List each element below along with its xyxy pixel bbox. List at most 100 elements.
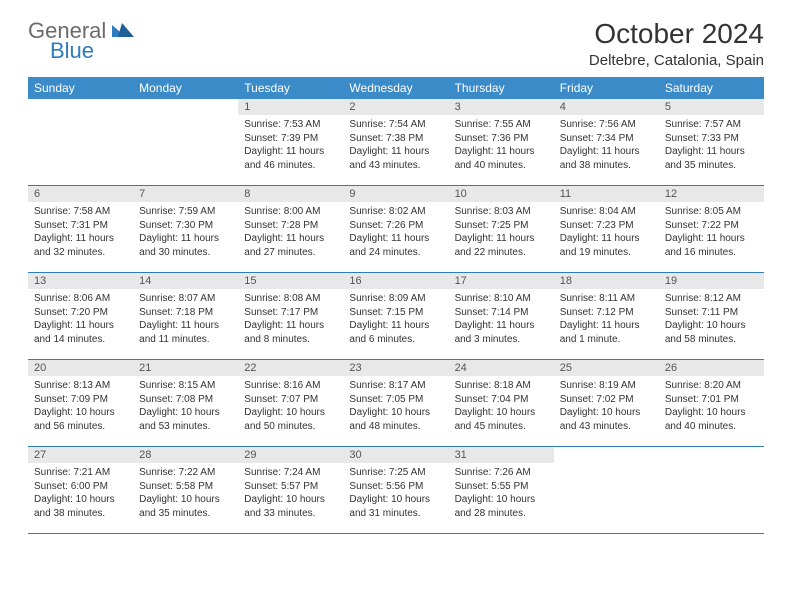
day-data: Sunrise: 8:06 AMSunset: 7:20 PMDaylight:… [28,289,133,350]
sunrise: Sunrise: 7:53 AM [244,118,337,132]
daylight-1: Daylight: 11 hours [139,319,232,333]
daylight-1: Daylight: 11 hours [244,319,337,333]
day-number: 18 [554,273,659,289]
sunrise: Sunrise: 8:09 AM [349,292,442,306]
daylight-2: and 28 minutes. [455,507,548,521]
sunset: Sunset: 5:56 PM [349,480,442,494]
daylight-2: and 53 minutes. [139,420,232,434]
sunrise: Sunrise: 7:25 AM [349,466,442,480]
daylight-2: and 45 minutes. [455,420,548,434]
day-cell [659,447,764,533]
sunrise: Sunrise: 7:59 AM [139,205,232,219]
daylight-1: Daylight: 11 hours [34,319,127,333]
sunrise: Sunrise: 8:03 AM [455,205,548,219]
sunset: Sunset: 5:57 PM [244,480,337,494]
dayname: Sunday [28,77,133,99]
day-data: Sunrise: 8:00 AMSunset: 7:28 PMDaylight:… [238,202,343,263]
sunrise: Sunrise: 8:11 AM [560,292,653,306]
day-cell: 14Sunrise: 8:07 AMSunset: 7:18 PMDayligh… [133,273,238,359]
daylight-1: Daylight: 11 hours [34,232,127,246]
daylight-1: Daylight: 11 hours [560,319,653,333]
sunset: Sunset: 7:11 PM [665,306,758,320]
sunset: Sunset: 7:23 PM [560,219,653,233]
daylight-1: Daylight: 10 hours [139,406,232,420]
day-data: Sunrise: 7:59 AMSunset: 7:30 PMDaylight:… [133,202,238,263]
daylight-2: and 38 minutes. [34,507,127,521]
sunrise: Sunrise: 8:20 AM [665,379,758,393]
location: Deltebre, Catalonia, Spain [589,52,764,69]
day-number: 26 [659,360,764,376]
daylight-2: and 43 minutes. [349,159,442,173]
day-data: Sunrise: 7:54 AMSunset: 7:38 PMDaylight:… [343,115,448,176]
sunrise: Sunrise: 8:10 AM [455,292,548,306]
day-cell: 4Sunrise: 7:56 AMSunset: 7:34 PMDaylight… [554,99,659,185]
daylight-2: and 35 minutes. [665,159,758,173]
sunset: Sunset: 7:01 PM [665,393,758,407]
day-cell: 10Sunrise: 8:03 AMSunset: 7:25 PMDayligh… [449,186,554,272]
day-data: Sunrise: 7:57 AMSunset: 7:33 PMDaylight:… [659,115,764,176]
daylight-2: and 58 minutes. [665,333,758,347]
day-number: 25 [554,360,659,376]
day-number: 24 [449,360,554,376]
sunset: Sunset: 7:18 PM [139,306,232,320]
daylight-2: and 11 minutes. [139,333,232,347]
sunrise: Sunrise: 8:07 AM [139,292,232,306]
sunset: Sunset: 7:02 PM [560,393,653,407]
sunset: Sunset: 7:20 PM [34,306,127,320]
week-row: 13Sunrise: 8:06 AMSunset: 7:20 PMDayligh… [28,273,764,360]
weeks-container: 1 Sunrise: 7:53 AMSunset: 7:39 PM Daylight… [28,99,764,534]
day-data: Sunrise: 8:12 AMSunset: 7:11 PMDaylight:… [659,289,764,350]
daylight-1: Daylight: 10 hours [34,493,127,507]
week-row: 6Sunrise: 7:58 AMSunset: 7:31 PMDaylight… [28,186,764,273]
day-data: Sunrise: 7:56 AMSunset: 7:34 PMDaylight:… [554,115,659,176]
daylight-2: and 16 minutes. [665,246,758,260]
sunset: Sunset: 7:04 PM [455,393,548,407]
day-number: 15 [238,273,343,289]
daylight-2: and 38 minutes. [560,159,653,173]
day-number: 22 [238,360,343,376]
day-number: 7 [133,186,238,202]
day-data: Sunrise: 8:03 AMSunset: 7:25 PMDaylight:… [449,202,554,263]
daylight-2: and 46 minutes. [244,159,337,173]
day-cell: 9Sunrise: 8:02 AMSunset: 7:26 PMDaylight… [343,186,448,272]
dayname: Monday [133,77,238,99]
daylight-2: and 6 minutes. [349,333,442,347]
daylight-1: Daylight: 10 hours [349,493,442,507]
daylight-2: and 40 minutes. [665,420,758,434]
day-cell: 19Sunrise: 8:12 AMSunset: 7:11 PMDayligh… [659,273,764,359]
daylight-1: Daylight: 11 hours [455,145,548,159]
sunset: Sunset: 5:58 PM [139,480,232,494]
day-data: Sunrise: 8:10 AMSunset: 7:14 PMDaylight:… [449,289,554,350]
daylight-2: and 1 minute. [560,333,653,347]
day-data: Sunrise: 8:07 AMSunset: 7:18 PMDaylight:… [133,289,238,350]
daylight-1: Daylight: 10 hours [455,406,548,420]
day-cell: 11Sunrise: 8:04 AMSunset: 7:23 PMDayligh… [554,186,659,272]
day-cell: 26Sunrise: 8:20 AMSunset: 7:01 PMDayligh… [659,360,764,446]
day-data: Sunrise: 7:21 AMSunset: 6:00 PMDaylight:… [28,463,133,524]
day-cell: 21Sunrise: 8:15 AMSunset: 7:08 PMDayligh… [133,360,238,446]
header: General October 2024 Deltebre, Catalonia… [28,18,764,69]
day-number: 1 [238,99,343,115]
sunset: Sunset: 7:12 PM [560,306,653,320]
daylight-2: and 8 minutes. [244,333,337,347]
sunrise: Sunrise: 8:17 AM [349,379,442,393]
day-data: Sunrise: 8:20 AMSunset: 7:01 PMDaylight:… [659,376,764,437]
sunrise: Sunrise: 7:24 AM [244,466,337,480]
dayname: Friday [554,77,659,99]
daylight-1: Daylight: 10 hours [349,406,442,420]
sunrise: Sunrise: 8:16 AM [244,379,337,393]
daylight-1: Daylight: 11 hours [560,232,653,246]
day-data: Sunrise: 8:02 AMSunset: 7:26 PMDaylight:… [343,202,448,263]
day-number: 19 [659,273,764,289]
sunset: Sunset: 7:22 PM [665,219,758,233]
sunset: Sunset: 7:39 PM [244,132,337,146]
day-number: 6 [28,186,133,202]
day-cell: 12Sunrise: 8:05 AMSunset: 7:22 PMDayligh… [659,186,764,272]
daylight-1: Daylight: 11 hours [455,319,548,333]
day-cell: 7Sunrise: 7:59 AMSunset: 7:30 PMDaylight… [133,186,238,272]
daylight-2: and 14 minutes. [34,333,127,347]
daylight-2: and 50 minutes. [244,420,337,434]
day-data: Sunrise: 8:16 AMSunset: 7:07 PMDaylight:… [238,376,343,437]
day-number: 2 [343,99,448,115]
day-number: 29 [238,447,343,463]
